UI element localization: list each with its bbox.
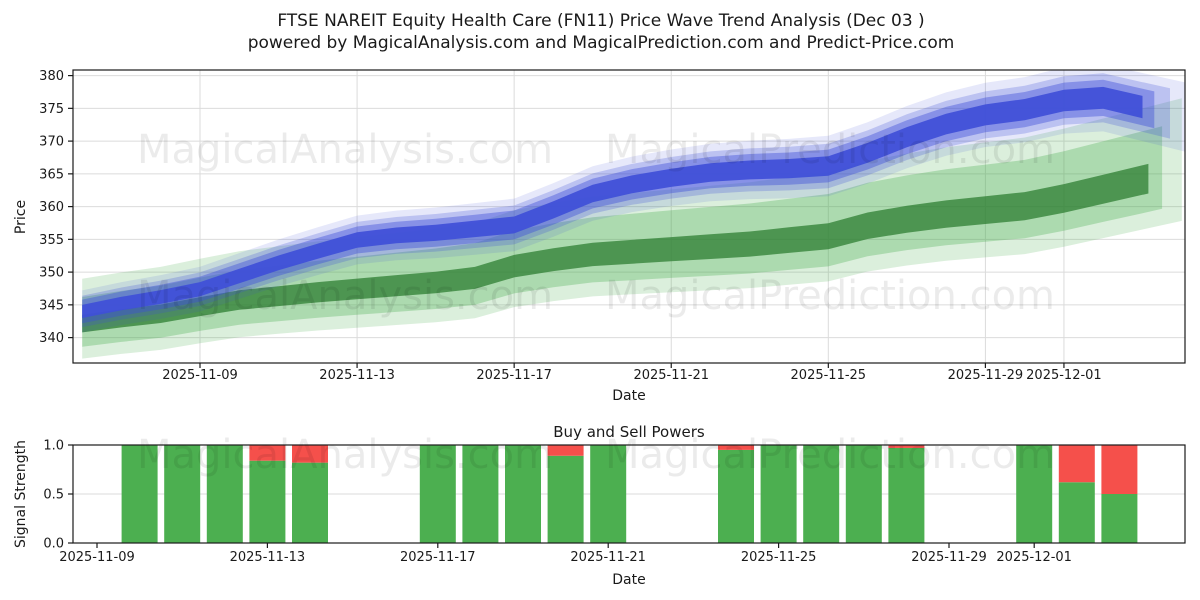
buy-bar bbox=[164, 445, 201, 543]
x-tick-label: 2025-11-29 bbox=[948, 368, 1024, 383]
signal-chart-bars bbox=[121, 445, 1138, 543]
buy-bar bbox=[803, 445, 840, 543]
y-tick-label: 1.0 bbox=[43, 439, 64, 454]
bottom-chart-title: Buy and Sell Powers bbox=[553, 423, 705, 441]
sell-bar bbox=[1101, 445, 1138, 494]
watermark-prediction-row2: MagicalPrediction.com bbox=[605, 273, 1055, 319]
watermark-analysis-row2: MagicalAnalysis.com bbox=[137, 273, 553, 319]
x-tick-label: 2025-12-01 bbox=[1026, 368, 1102, 383]
sell-bar bbox=[249, 445, 286, 461]
buy-bar bbox=[292, 462, 328, 543]
y-tick-label: 350 bbox=[39, 266, 64, 281]
buy-bar bbox=[505, 445, 541, 543]
plot-border bbox=[72, 69, 1186, 364]
top-date-axis-label: Date bbox=[612, 388, 645, 404]
signal-strength-axis-label: Signal Strength bbox=[13, 440, 29, 548]
x-tick-label: 2025-11-25 bbox=[741, 550, 817, 565]
x-tick-label: 2025-11-17 bbox=[476, 368, 552, 383]
y-tick-label: 375 bbox=[39, 102, 64, 117]
x-tick-label: 2025-11-21 bbox=[633, 368, 709, 383]
buy-bar bbox=[462, 445, 499, 543]
y-tick-label: 340 bbox=[39, 331, 64, 346]
y-tick-label: 345 bbox=[39, 298, 64, 313]
x-tick-label: 2025-11-13 bbox=[230, 550, 306, 565]
buy-bar bbox=[760, 445, 797, 543]
watermark-analysis-row1: MagicalAnalysis.com bbox=[137, 127, 553, 173]
buy-bar bbox=[547, 455, 584, 543]
x-tick-label: 2025-11-09 bbox=[162, 368, 238, 383]
buy-bar bbox=[845, 445, 882, 543]
y-tick-label: 355 bbox=[39, 233, 64, 248]
x-tick-label: 2025-11-21 bbox=[570, 550, 646, 565]
buy-bar bbox=[1058, 482, 1095, 543]
buy-bar bbox=[1101, 494, 1138, 543]
y-tick-label: 360 bbox=[39, 200, 64, 215]
prediction-band-blue-core bbox=[82, 86, 1143, 319]
watermark-analysis-row3: MagicalAnalysis.com bbox=[137, 432, 553, 478]
price-chart-axes: 340 345 350 355 360 365 370 375 380 2025-11-09 202… bbox=[39, 69, 1186, 383]
y-tick-label: 370 bbox=[39, 135, 64, 150]
buy-bar bbox=[206, 445, 243, 543]
watermark-prediction-row3: MagicalPrediction.com bbox=[605, 432, 1055, 478]
buy-bar bbox=[718, 449, 754, 543]
sell-bar bbox=[718, 445, 754, 450]
buy-bar bbox=[888, 447, 925, 543]
x-tick-label: 2025-11-09 bbox=[59, 550, 135, 565]
x-tick-label: 2025-11-13 bbox=[319, 368, 395, 383]
sell-bar bbox=[1058, 445, 1095, 483]
buy-bar bbox=[590, 445, 627, 543]
watermark-prediction-row1: MagicalPrediction.com bbox=[605, 127, 1055, 173]
bottom-date-axis-label: Date bbox=[612, 572, 645, 588]
sell-bar bbox=[292, 445, 328, 463]
buy-bar bbox=[121, 445, 158, 543]
buy-bar bbox=[419, 445, 456, 543]
y-tick-label: 365 bbox=[39, 167, 64, 182]
price-chart-bands bbox=[82, 70, 1185, 359]
y-tick-label: 380 bbox=[39, 69, 64, 84]
y-tick-label: 0.0 bbox=[43, 537, 64, 552]
sell-bar bbox=[888, 445, 925, 448]
x-tick-label: 2025-11-25 bbox=[791, 368, 867, 383]
price-axis-label: Price bbox=[13, 200, 29, 234]
x-tick-label: 2025-11-17 bbox=[400, 550, 476, 565]
y-tick-label: 0.5 bbox=[43, 488, 64, 503]
signal-chart-axes: 0.0 0.5 1.0 2025-11-09 2025-11-13 2025-11-17 2… bbox=[43, 439, 1186, 565]
buy-bar bbox=[249, 460, 286, 543]
figure-title: FTSE NAREIT Equity Health Care (FN11) Pr… bbox=[277, 11, 924, 31]
trend-band-green-core bbox=[82, 163, 1149, 333]
x-tick-label: 2025-11-29 bbox=[911, 550, 987, 565]
buy-bar bbox=[1016, 445, 1053, 543]
x-tick-label: 2025-12-01 bbox=[996, 550, 1072, 565]
figure-subtitle: powered by MagicalAnalysis.com and Magic… bbox=[248, 33, 955, 53]
sell-bar bbox=[547, 445, 584, 456]
